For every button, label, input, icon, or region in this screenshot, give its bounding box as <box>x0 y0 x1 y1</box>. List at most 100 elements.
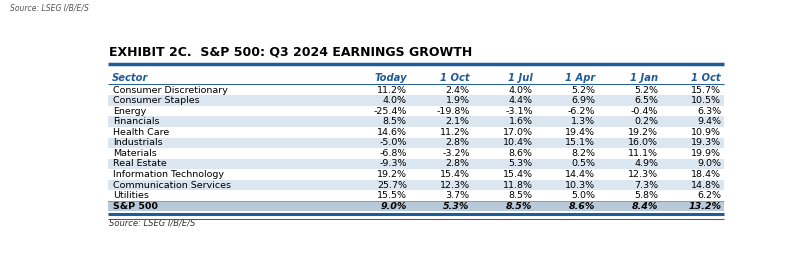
Text: Materials: Materials <box>113 149 157 158</box>
Text: 19.4%: 19.4% <box>565 128 595 137</box>
Bar <box>108 127 723 138</box>
Text: 5.2%: 5.2% <box>634 86 659 95</box>
Text: 2.1%: 2.1% <box>446 117 470 126</box>
Text: 4.9%: 4.9% <box>634 160 659 169</box>
Text: 15.4%: 15.4% <box>503 170 533 179</box>
Text: 8.5%: 8.5% <box>383 117 407 126</box>
Text: 18.4%: 18.4% <box>691 170 721 179</box>
Text: 25.7%: 25.7% <box>377 180 407 189</box>
Text: -19.8%: -19.8% <box>436 107 470 116</box>
Text: Health Care: Health Care <box>113 128 169 137</box>
Text: 5.0%: 5.0% <box>572 191 595 200</box>
Text: 15.1%: 15.1% <box>565 138 595 147</box>
Text: -5.0%: -5.0% <box>380 138 407 147</box>
Text: -3.1%: -3.1% <box>505 107 533 116</box>
Text: 4.0%: 4.0% <box>383 96 407 105</box>
Text: 5.8%: 5.8% <box>634 191 659 200</box>
Text: 3.7%: 3.7% <box>445 191 470 200</box>
Text: 17.0%: 17.0% <box>503 128 533 137</box>
Text: 1 Jan: 1 Jan <box>630 73 659 83</box>
Bar <box>108 106 723 117</box>
Text: -3.2%: -3.2% <box>442 149 470 158</box>
Text: 9.4%: 9.4% <box>697 117 721 126</box>
Text: 5.3%: 5.3% <box>444 202 470 211</box>
Text: 8.5%: 8.5% <box>508 191 533 200</box>
Text: 10.3%: 10.3% <box>565 180 595 189</box>
Text: Consumer Staples: Consumer Staples <box>113 96 200 105</box>
Text: Utilities: Utilities <box>113 191 148 200</box>
Text: 9.0%: 9.0% <box>697 160 721 169</box>
Text: -6.8%: -6.8% <box>380 149 407 158</box>
Text: 0.2%: 0.2% <box>634 117 659 126</box>
Text: EXHIBIT 2C.  S&P 500: Q3 2024 EARNINGS GROWTH: EXHIBIT 2C. S&P 500: Q3 2024 EARNINGS GR… <box>109 45 472 58</box>
Text: 2.4%: 2.4% <box>446 86 470 95</box>
Bar <box>108 201 723 211</box>
Text: 1 Oct: 1 Oct <box>692 73 721 83</box>
Text: 1.6%: 1.6% <box>508 117 533 126</box>
Bar <box>108 169 723 180</box>
Text: Industrials: Industrials <box>113 138 162 147</box>
Text: 8.5%: 8.5% <box>506 202 533 211</box>
Bar <box>108 180 723 190</box>
Text: 8.6%: 8.6% <box>569 202 595 211</box>
Text: 11.8%: 11.8% <box>503 180 533 189</box>
Text: 7.3%: 7.3% <box>634 180 659 189</box>
Text: 2.8%: 2.8% <box>446 138 470 147</box>
Text: 6.9%: 6.9% <box>572 96 595 105</box>
Text: 1 Apr: 1 Apr <box>565 73 595 83</box>
Text: Consumer Discretionary: Consumer Discretionary <box>113 86 228 95</box>
Text: 19.2%: 19.2% <box>629 128 659 137</box>
Text: 1.9%: 1.9% <box>446 96 470 105</box>
Text: 16.0%: 16.0% <box>629 138 659 147</box>
Text: 12.3%: 12.3% <box>440 180 470 189</box>
Text: Real Estate: Real Estate <box>113 160 166 169</box>
Text: 6.3%: 6.3% <box>697 107 721 116</box>
Text: 19.9%: 19.9% <box>691 149 721 158</box>
Text: 1 Jul: 1 Jul <box>508 73 533 83</box>
Bar <box>108 159 723 169</box>
Text: Energy: Energy <box>113 107 146 116</box>
Text: 11.2%: 11.2% <box>377 86 407 95</box>
Text: 11.2%: 11.2% <box>440 128 470 137</box>
Text: 12.3%: 12.3% <box>629 170 659 179</box>
Text: 5.2%: 5.2% <box>572 86 595 95</box>
Text: 2.8%: 2.8% <box>446 160 470 169</box>
Text: -0.4%: -0.4% <box>631 107 659 116</box>
Text: 19.2%: 19.2% <box>377 170 407 179</box>
Text: 8.4%: 8.4% <box>632 202 659 211</box>
Text: Source: LSEG I/B/E/S: Source: LSEG I/B/E/S <box>109 219 195 228</box>
Text: 0.5%: 0.5% <box>572 160 595 169</box>
Text: 15.7%: 15.7% <box>691 86 721 95</box>
Text: Today: Today <box>374 73 407 83</box>
Text: 14.4%: 14.4% <box>565 170 595 179</box>
Bar <box>108 95 723 106</box>
Text: 10.4%: 10.4% <box>503 138 533 147</box>
Text: 6.5%: 6.5% <box>634 96 659 105</box>
Text: 10.9%: 10.9% <box>691 128 721 137</box>
Text: -25.4%: -25.4% <box>373 107 407 116</box>
Bar <box>108 138 723 148</box>
Text: 9.0%: 9.0% <box>380 202 407 211</box>
Text: 8.6%: 8.6% <box>508 149 533 158</box>
Text: S&P 500: S&P 500 <box>113 202 157 211</box>
Text: Financials: Financials <box>113 117 159 126</box>
Text: Sector: Sector <box>111 73 148 83</box>
Text: 14.8%: 14.8% <box>691 180 721 189</box>
Bar <box>108 190 723 201</box>
Text: 15.4%: 15.4% <box>440 170 470 179</box>
Text: 4.4%: 4.4% <box>508 96 533 105</box>
Text: 11.1%: 11.1% <box>629 149 659 158</box>
Text: 8.2%: 8.2% <box>572 149 595 158</box>
Text: 13.2%: 13.2% <box>688 202 721 211</box>
Text: 4.0%: 4.0% <box>508 86 533 95</box>
Text: 5.3%: 5.3% <box>508 160 533 169</box>
Text: -9.3%: -9.3% <box>380 160 407 169</box>
Text: 10.5%: 10.5% <box>691 96 721 105</box>
Text: Source: LSEG I/B/E/S: Source: LSEG I/B/E/S <box>10 4 88 13</box>
Text: Information Technology: Information Technology <box>113 170 224 179</box>
Bar <box>108 117 723 127</box>
Text: 6.2%: 6.2% <box>697 191 721 200</box>
Text: -6.2%: -6.2% <box>568 107 595 116</box>
Text: 14.6%: 14.6% <box>377 128 407 137</box>
Text: 1.3%: 1.3% <box>571 117 595 126</box>
